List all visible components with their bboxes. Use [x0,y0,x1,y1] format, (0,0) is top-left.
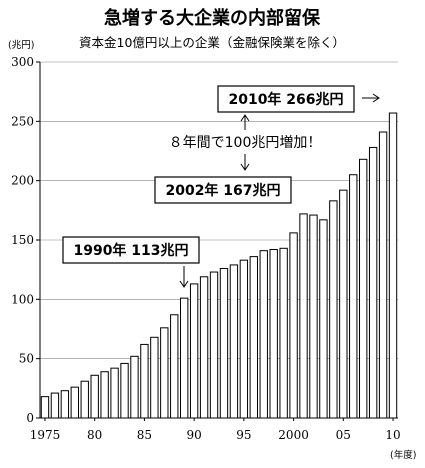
y-axis-unit: (兆円) [8,40,34,51]
y-tick-label-150: 150 [11,233,34,247]
bar-1999 [279,247,288,419]
up-arrow-head [240,114,250,122]
bar-2007 [359,158,368,419]
annotation-2002-label: 2002年 167兆円 [165,182,280,199]
bar-2003 [319,219,328,419]
bar-2001 [299,213,308,419]
bar-1984 [130,355,139,419]
annotation-1990-label: 1990年 113兆円 [73,242,188,259]
annotation-1990-arrow-head [179,280,189,288]
y-tick-label-0: 0 [26,411,34,425]
bars-group [40,112,398,419]
bar-2010 [388,112,398,419]
bar-2004 [329,200,338,419]
annotation-2002: 2002年 167兆円 [154,176,292,204]
bar-1985 [140,343,149,419]
bar-1983 [120,362,129,419]
y-tick-label-100: 100 [11,292,34,306]
bar-2002 [309,214,318,419]
bar-2006 [349,174,358,419]
bar-1991 [199,276,209,419]
x-axis-unit: (年度) [390,449,416,461]
y-tick-label-50: 50 [19,352,34,366]
bar-1981 [100,371,109,419]
y-tick-label-250: 250 [11,114,34,128]
annotation-1990: 1990年 113兆円 [62,236,200,288]
bar-2009 [378,131,388,419]
increase-label: ８年間で100兆円増加！ [169,135,322,151]
x-tick-label-1985: 85 [137,428,152,442]
x-axis-ticks: 1975 80 85 90 95 2000 05 10 [30,418,401,442]
bar-1976 [50,392,60,419]
down-arrow-head [240,163,250,171]
x-tick-label-2005: 05 [336,428,351,442]
annotation-1990-box [62,236,200,264]
bar-1987 [160,327,169,419]
chart-subtitle: 資本金10億円以上の企業（金融保険業を除く） [79,35,345,50]
bar-1988 [170,314,179,419]
y-tick-label-200: 200 [11,174,34,188]
bar-1997 [259,250,268,419]
annotation-2010-label: 2010年 266兆円 [228,91,343,108]
bar-2000 [289,232,298,419]
bar-2005 [339,189,348,419]
x-tick-label-1995: 95 [236,428,251,442]
annotation-2010-arrow-head [372,93,380,103]
chart-title: 急増する大企業の内部留保 [104,7,321,29]
bar-1975 [40,396,50,419]
bar-1992 [209,271,219,419]
bar-1995 [239,259,249,419]
annotation-increase: ８年間で100兆円増加！ [169,114,322,171]
bar-1990 [189,283,199,419]
x-tick-label-1975: 1975 [30,428,61,442]
x-tick-label-1980: 80 [87,428,102,442]
bar-1979 [80,380,89,419]
bar-1998 [269,248,278,419]
x-tick-label-1990: 90 [186,428,201,442]
y-axis-ticks: 0 50 100 150 200 250 300 [11,55,40,425]
bar-1978 [70,386,79,419]
bar-1980 [90,374,99,419]
bar-1986 [150,336,159,419]
annotation-2010-box [217,85,355,113]
bar-1989 [180,297,189,419]
annotation-2010: 2010年 266兆円 [217,85,380,113]
x-tick-label-2010: 10 [385,428,400,442]
bar-2008 [368,146,378,419]
bar-1982 [110,367,119,419]
bar-1996 [249,256,258,419]
y-tick-label-300: 300 [11,55,34,69]
bar-1977 [60,390,70,419]
x-tick-label-2000: 2000 [278,428,309,442]
annotation-2002-box [154,176,292,204]
bar-1994 [229,264,239,419]
bar-1993 [219,267,229,419]
